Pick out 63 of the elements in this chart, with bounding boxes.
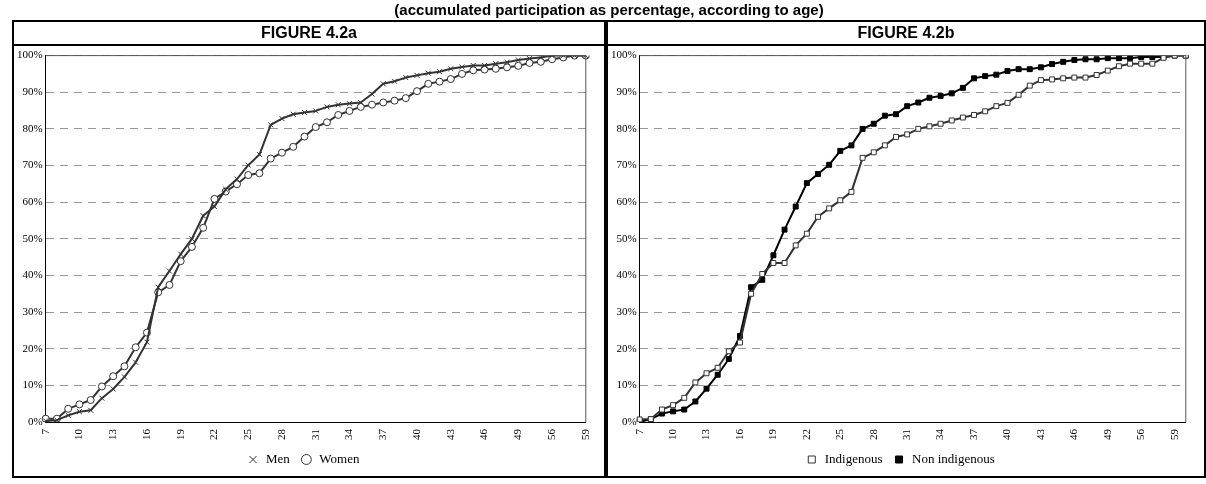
x-tick-label: 7 — [38, 428, 51, 435]
y-tick-label: 10% — [616, 378, 637, 391]
y-tick-label: 60% — [22, 195, 43, 208]
x-tick-label: 49 — [511, 428, 524, 440]
y-tick-label: 20% — [616, 341, 637, 354]
y-tick-label: 0% — [621, 414, 637, 427]
x-tick-label: 59 — [578, 428, 591, 440]
x-tick-label: 37 — [966, 428, 979, 440]
legend-label: Indigenous — [824, 450, 883, 466]
x-tick-label: 59 — [1167, 428, 1180, 440]
x-tick-label: 16 — [732, 428, 745, 440]
x-tick-label: 22 — [799, 429, 812, 440]
legend-label: Non indigenous — [912, 450, 995, 466]
legend-label: Women — [319, 450, 360, 466]
x-tick-label: 19 — [173, 428, 186, 440]
x-tick-label: 10 — [665, 428, 678, 440]
x-tick-label: 34 — [342, 428, 355, 440]
y-tick-label: 10% — [22, 378, 43, 391]
chart-subtitle: (accumulated participation as percentage, according to age) — [394, 1, 824, 18]
legend-label: Men — [266, 450, 291, 466]
y-tick-label: 30% — [22, 304, 43, 317]
x-tick-label: 49 — [1100, 428, 1113, 440]
x-tick-label: 10 — [72, 428, 85, 440]
x-tick-label: 46 — [1067, 428, 1080, 440]
chart-title: FIGURE 4.2b — [857, 24, 955, 41]
y-tick-label: 90% — [22, 85, 43, 98]
x-tick-label: 25 — [833, 428, 846, 440]
chart-title: FIGURE 4.2a — [260, 24, 358, 41]
y-tick-label: 0% — [27, 414, 43, 427]
y-tick-label: 90% — [616, 85, 637, 98]
x-tick-label: 31 — [308, 429, 321, 440]
x-tick-label: 13 — [699, 428, 712, 440]
x-tick-label: 31 — [900, 429, 913, 440]
y-tick-label: 80% — [616, 121, 637, 134]
x-tick-label: 34 — [933, 428, 946, 440]
x-tick-label: 22 — [207, 429, 220, 440]
y-tick-label: 70% — [616, 158, 637, 171]
y-tick-label: 40% — [616, 268, 637, 281]
x-tick-label: 25 — [241, 428, 254, 440]
x-tick-label: 43 — [443, 428, 456, 440]
y-tick-label: 50% — [616, 231, 637, 244]
x-tick-label: 56 — [1134, 428, 1147, 440]
x-tick-label: 40 — [1000, 428, 1013, 440]
y-tick-label: 20% — [22, 341, 43, 354]
x-tick-label: 7 — [632, 428, 645, 435]
y-tick-label: 80% — [22, 121, 43, 134]
x-tick-label: 56 — [544, 428, 557, 440]
x-tick-label: 28 — [866, 428, 879, 440]
x-tick-label: 13 — [106, 428, 119, 440]
y-tick-label: 30% — [616, 304, 637, 317]
x-tick-label: 16 — [139, 428, 152, 440]
y-tick-label: 100% — [16, 48, 43, 61]
y-tick-label: 70% — [22, 158, 43, 171]
x-tick-label: 28 — [274, 428, 287, 440]
x-tick-label: 46 — [477, 428, 490, 440]
y-tick-label: 100% — [610, 48, 637, 61]
x-tick-label: 19 — [766, 428, 779, 440]
x-tick-label: 43 — [1033, 428, 1046, 440]
y-tick-label: 40% — [22, 268, 43, 281]
x-tick-label: 37 — [376, 428, 389, 440]
y-tick-label: 50% — [22, 231, 43, 244]
x-tick-label: 40 — [409, 428, 422, 440]
y-tick-label: 60% — [616, 195, 637, 208]
